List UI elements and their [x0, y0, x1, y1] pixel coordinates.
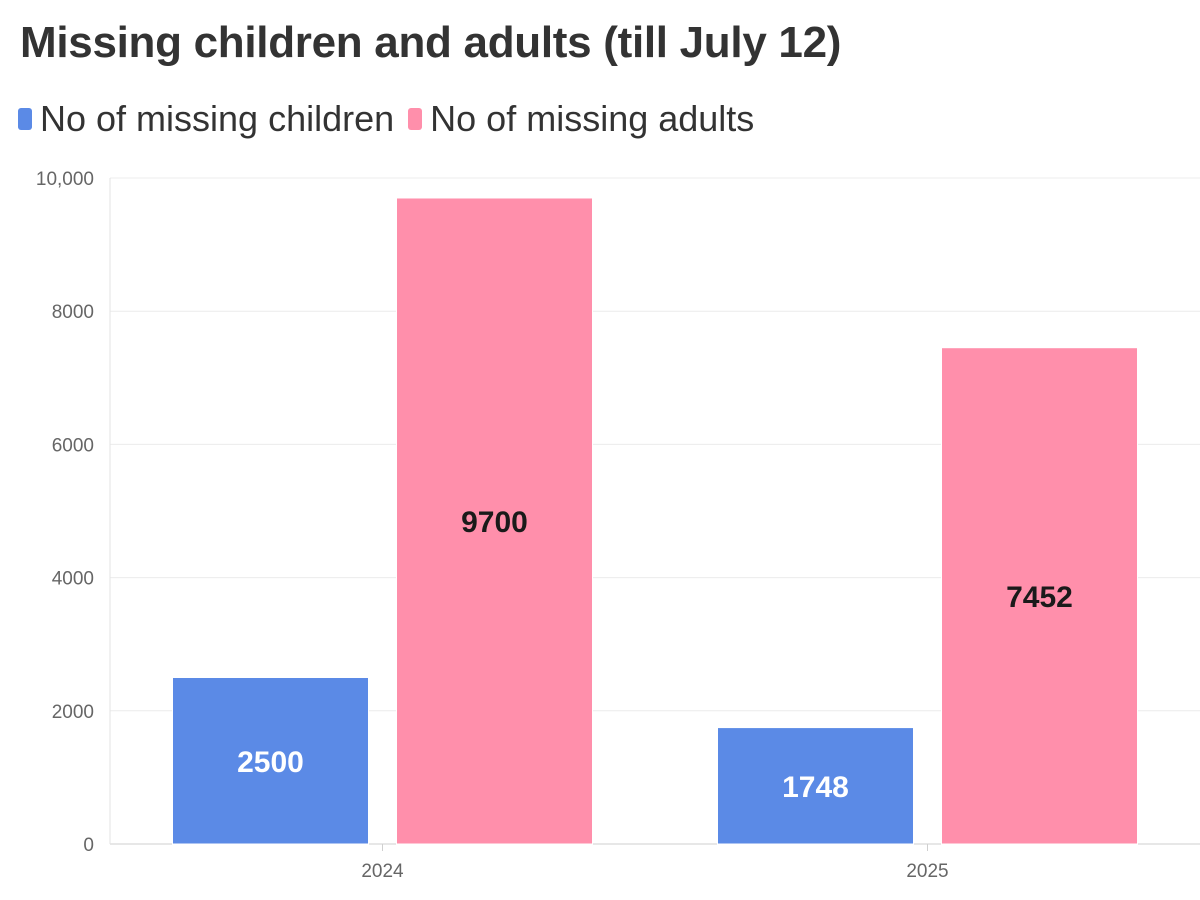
- legend-item-children[interactable]: No of missing children: [18, 98, 394, 140]
- y-tick-label: 4000: [52, 569, 94, 590]
- legend: No of missing children No of missing adu…: [18, 98, 768, 140]
- x-tick-label: 2024: [361, 861, 404, 882]
- y-tick-label: 8000: [52, 302, 94, 323]
- y-tick-label: 2000: [52, 702, 94, 723]
- chart-title: Missing children and adults (till July 1…: [20, 18, 842, 67]
- bar-children-2024[interactable]: [172, 677, 369, 845]
- data-label: 7452: [1006, 581, 1073, 614]
- y-tick-label: 0: [83, 835, 94, 856]
- data-label: 1748: [782, 771, 849, 804]
- bar-adults-2024[interactable]: [396, 197, 593, 845]
- legend-label-adults: No of missing adults: [430, 98, 755, 139]
- bar-adults-2025[interactable]: [941, 347, 1138, 845]
- y-tick-label: 6000: [52, 435, 94, 456]
- bar-children-2025[interactable]: [717, 727, 914, 845]
- x-tick-label: 2025: [906, 861, 948, 882]
- legend-label-children: No of missing children: [40, 98, 395, 139]
- legend-swatch-adults: [408, 108, 423, 130]
- data-label: 9700: [461, 506, 528, 539]
- data-label: 2500: [237, 746, 304, 779]
- legend-item-adults[interactable]: No of missing adults: [408, 98, 754, 140]
- y-tick-label: 10,000: [36, 169, 94, 190]
- legend-swatch-children: [18, 108, 32, 130]
